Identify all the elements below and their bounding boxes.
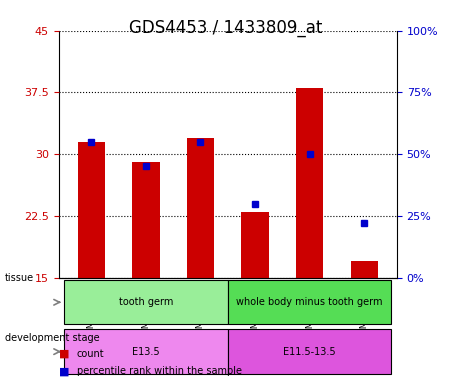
Text: GDS4453 / 1433809_at: GDS4453 / 1433809_at [129,19,322,37]
Text: whole body minus tooth germ: whole body minus tooth germ [236,297,383,307]
Bar [350,261,378,278]
Text: ■: ■ [59,366,69,376]
FancyBboxPatch shape [64,280,228,324]
Text: development stage: development stage [5,333,99,343]
Bar [296,88,323,278]
Bar [241,212,269,278]
Bar [187,138,214,278]
Text: ■: ■ [59,349,69,359]
Text: count: count [77,349,104,359]
FancyBboxPatch shape [64,329,228,374]
Bar [78,142,105,278]
Text: E13.5: E13.5 [132,347,160,357]
Text: tissue: tissue [5,273,34,283]
Text: E11.5-13.5: E11.5-13.5 [283,347,336,357]
Text: tooth germ: tooth germ [119,297,173,307]
Text: percentile rank within the sample: percentile rank within the sample [77,366,242,376]
FancyBboxPatch shape [228,280,391,324]
Bar [132,162,160,278]
FancyBboxPatch shape [228,329,391,374]
